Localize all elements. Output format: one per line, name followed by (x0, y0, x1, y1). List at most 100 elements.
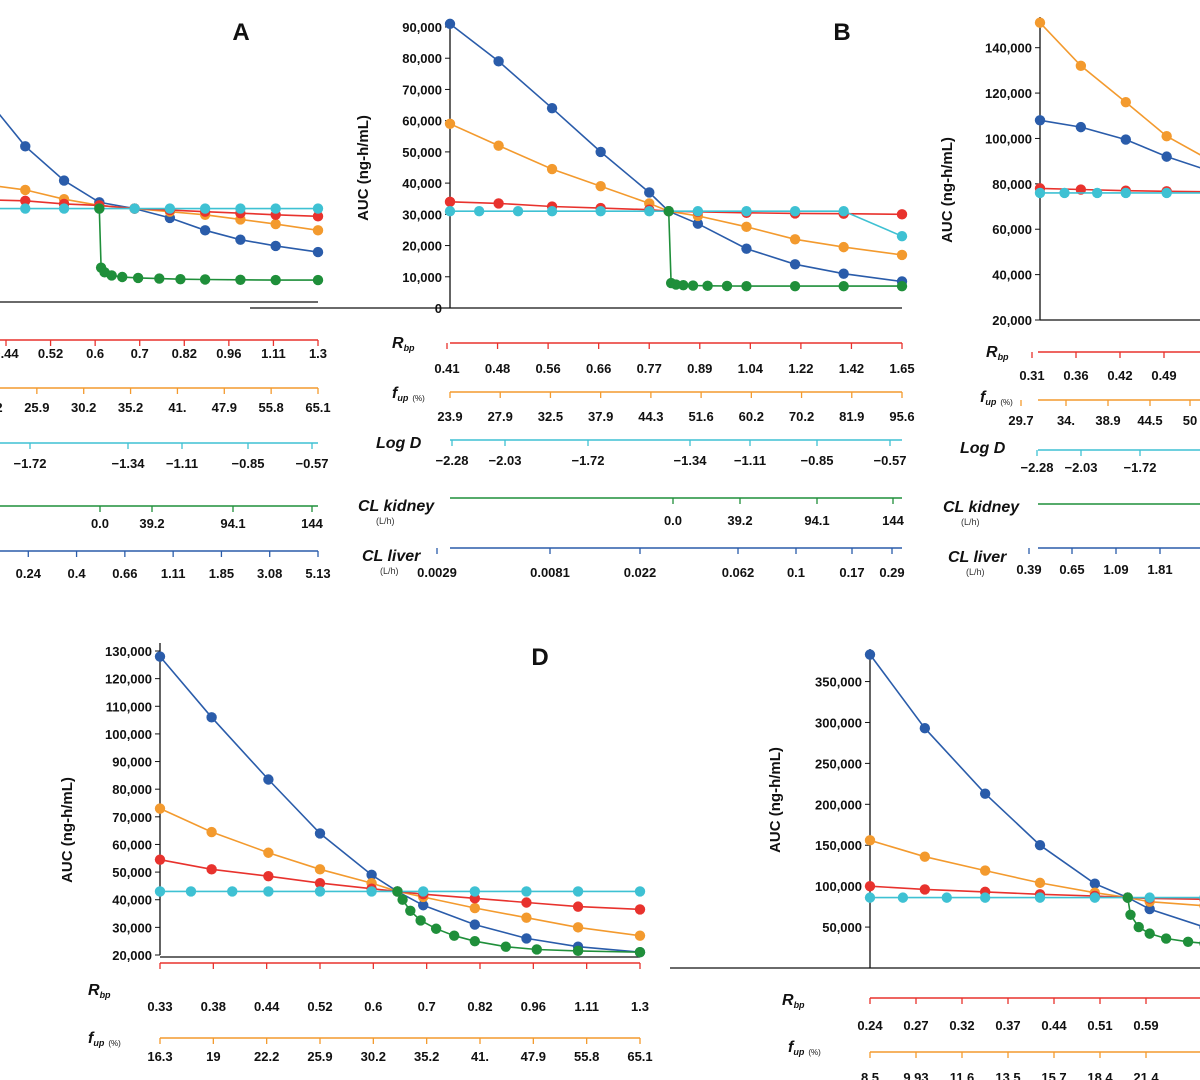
y-tick-label: 70,000 (112, 810, 152, 825)
param-tick-label: 51.6 (688, 409, 713, 424)
param-axis-rbp-label: Rbp (986, 344, 1009, 362)
param-axis-fup-label: fup (%) (788, 1039, 821, 1057)
data-point (206, 712, 217, 723)
param-tick-label: −0.57 (296, 456, 329, 471)
param-axis-fup: fup (%) 16.3 19 22.2 25.9 30.2 35.2 41. 47.9 55.8 6… (88, 1030, 653, 1064)
data-point (644, 206, 655, 217)
param-tick-label: 32.5 (538, 409, 563, 424)
param-tick-label: 1.22 (788, 361, 813, 376)
data-point (572, 886, 584, 897)
data-point (154, 273, 165, 284)
data-point (314, 877, 326, 889)
data-point (175, 273, 186, 285)
param-tick-label: 1.3 (631, 999, 649, 1014)
param-tick-label: 0.96 (521, 999, 546, 1014)
param-tick-label: 55.8 (574, 1049, 599, 1064)
param-tick-label: 15.7 (1041, 1070, 1066, 1080)
data-point (1122, 892, 1133, 903)
data-point (1034, 115, 1046, 126)
param-tick-label: 0.0 (664, 513, 682, 528)
data-point (634, 947, 646, 958)
data-point (312, 246, 324, 258)
param-axis-kidney-unit-label: (L/h) (376, 516, 395, 526)
data-point (206, 864, 217, 875)
data-point (392, 886, 403, 897)
panel-title: A (232, 19, 249, 46)
param-tick-label: 1.11 (261, 346, 286, 361)
y-tick-label: 10,000 (402, 270, 442, 285)
data-point (1120, 134, 1132, 145)
data-point (1075, 60, 1087, 72)
data-point (572, 922, 584, 933)
series-line (450, 210, 903, 237)
param-tick-label: 41. (471, 1049, 489, 1064)
param-tick-label: 29.7 (1008, 413, 1033, 428)
param-tick-label: 0.32 (949, 1018, 974, 1033)
param-tick-label: 0.24 (16, 566, 42, 581)
data-point (1034, 840, 1046, 851)
y-tick-label: 40,000 (992, 268, 1032, 283)
data-point (199, 274, 211, 285)
data-point (692, 206, 704, 217)
param-tick-label: 0.31 (1019, 368, 1044, 383)
param-axis-fup: fup (%) 29.7 34. 38.9 44.5 50 (980, 389, 1200, 428)
param-tick-label: 5.13 (305, 566, 330, 581)
data-point (154, 651, 166, 662)
data-point (1120, 96, 1132, 108)
param-axis-liver-label: CL liver (948, 549, 1007, 566)
param-tick-label: 55.8 (258, 400, 283, 415)
y-tick-label: 90,000 (402, 20, 442, 35)
data-point (20, 195, 31, 206)
data-point (493, 198, 504, 209)
param-tick-label: 0.65 (1059, 562, 1084, 577)
param-tick-label: 0.022 (624, 565, 657, 580)
y-axis-title: AUC (ng-h/mL) (939, 137, 956, 243)
param-tick-label: 38.9 (1095, 413, 1120, 428)
data-point (263, 871, 274, 882)
param-tick-label: −1.72 (572, 453, 605, 468)
param-axis-logd-label: Log D (376, 435, 422, 452)
y-tick-label: 20,000 (402, 239, 442, 254)
y-tick-label: 300,000 (815, 715, 862, 730)
param-tick-label: 47.9 (521, 1049, 546, 1064)
data-point (154, 803, 166, 814)
series-log-d (864, 892, 1200, 903)
param-tick-label: 23.9 (437, 409, 462, 424)
param-axis-fup: 22.2 25.9 30.2 35.2 41. 47.9 55.8 65.1 (0, 387, 331, 415)
param-tick-label: 1.42 (839, 361, 864, 376)
param-tick-label: −1.72 (1124, 460, 1157, 475)
data-point (1034, 892, 1046, 903)
data-point (919, 884, 931, 895)
data-point (263, 774, 274, 785)
param-axis-logd: Log D −2.28 −2.03 −1.72 (960, 440, 1200, 475)
data-point (572, 901, 584, 912)
data-point (1144, 892, 1155, 903)
series-rbp (154, 854, 646, 915)
data-point (1034, 187, 1046, 199)
series-line (98, 208, 318, 281)
series-line (1039, 22, 1200, 156)
param-tick-label: 81.9 (839, 409, 864, 424)
param-tick-label: 1.11 (161, 566, 186, 581)
param-tick-label: −1.11 (734, 453, 766, 468)
param-tick-label: 0.48 (485, 361, 510, 376)
data-point (663, 206, 674, 217)
param-axis-rbp: Rbp 0.24 0.27 0.32 0.37 0.44 0.51 0.59 (782, 992, 1200, 1033)
data-point (789, 280, 801, 292)
param-tick-label: 0.6 (364, 999, 382, 1014)
data-point (634, 886, 646, 897)
y-tick-label: 80,000 (992, 177, 1032, 192)
param-tick-label: 0.44 (0, 346, 19, 361)
param-tick-label: 39.2 (727, 513, 752, 528)
param-tick-label: 65.1 (305, 400, 330, 415)
param-tick-label: 0.1 (787, 565, 805, 580)
data-point (106, 270, 117, 281)
param-tick-label: 65.1 (627, 1049, 652, 1064)
data-point (1160, 933, 1172, 944)
data-point (1089, 878, 1101, 889)
series-rbp (1034, 183, 1200, 197)
y-tick-label: 40,000 (402, 176, 442, 191)
param-tick-label: 94.1 (804, 513, 829, 528)
data-point (521, 933, 532, 944)
data-point (1125, 909, 1136, 921)
